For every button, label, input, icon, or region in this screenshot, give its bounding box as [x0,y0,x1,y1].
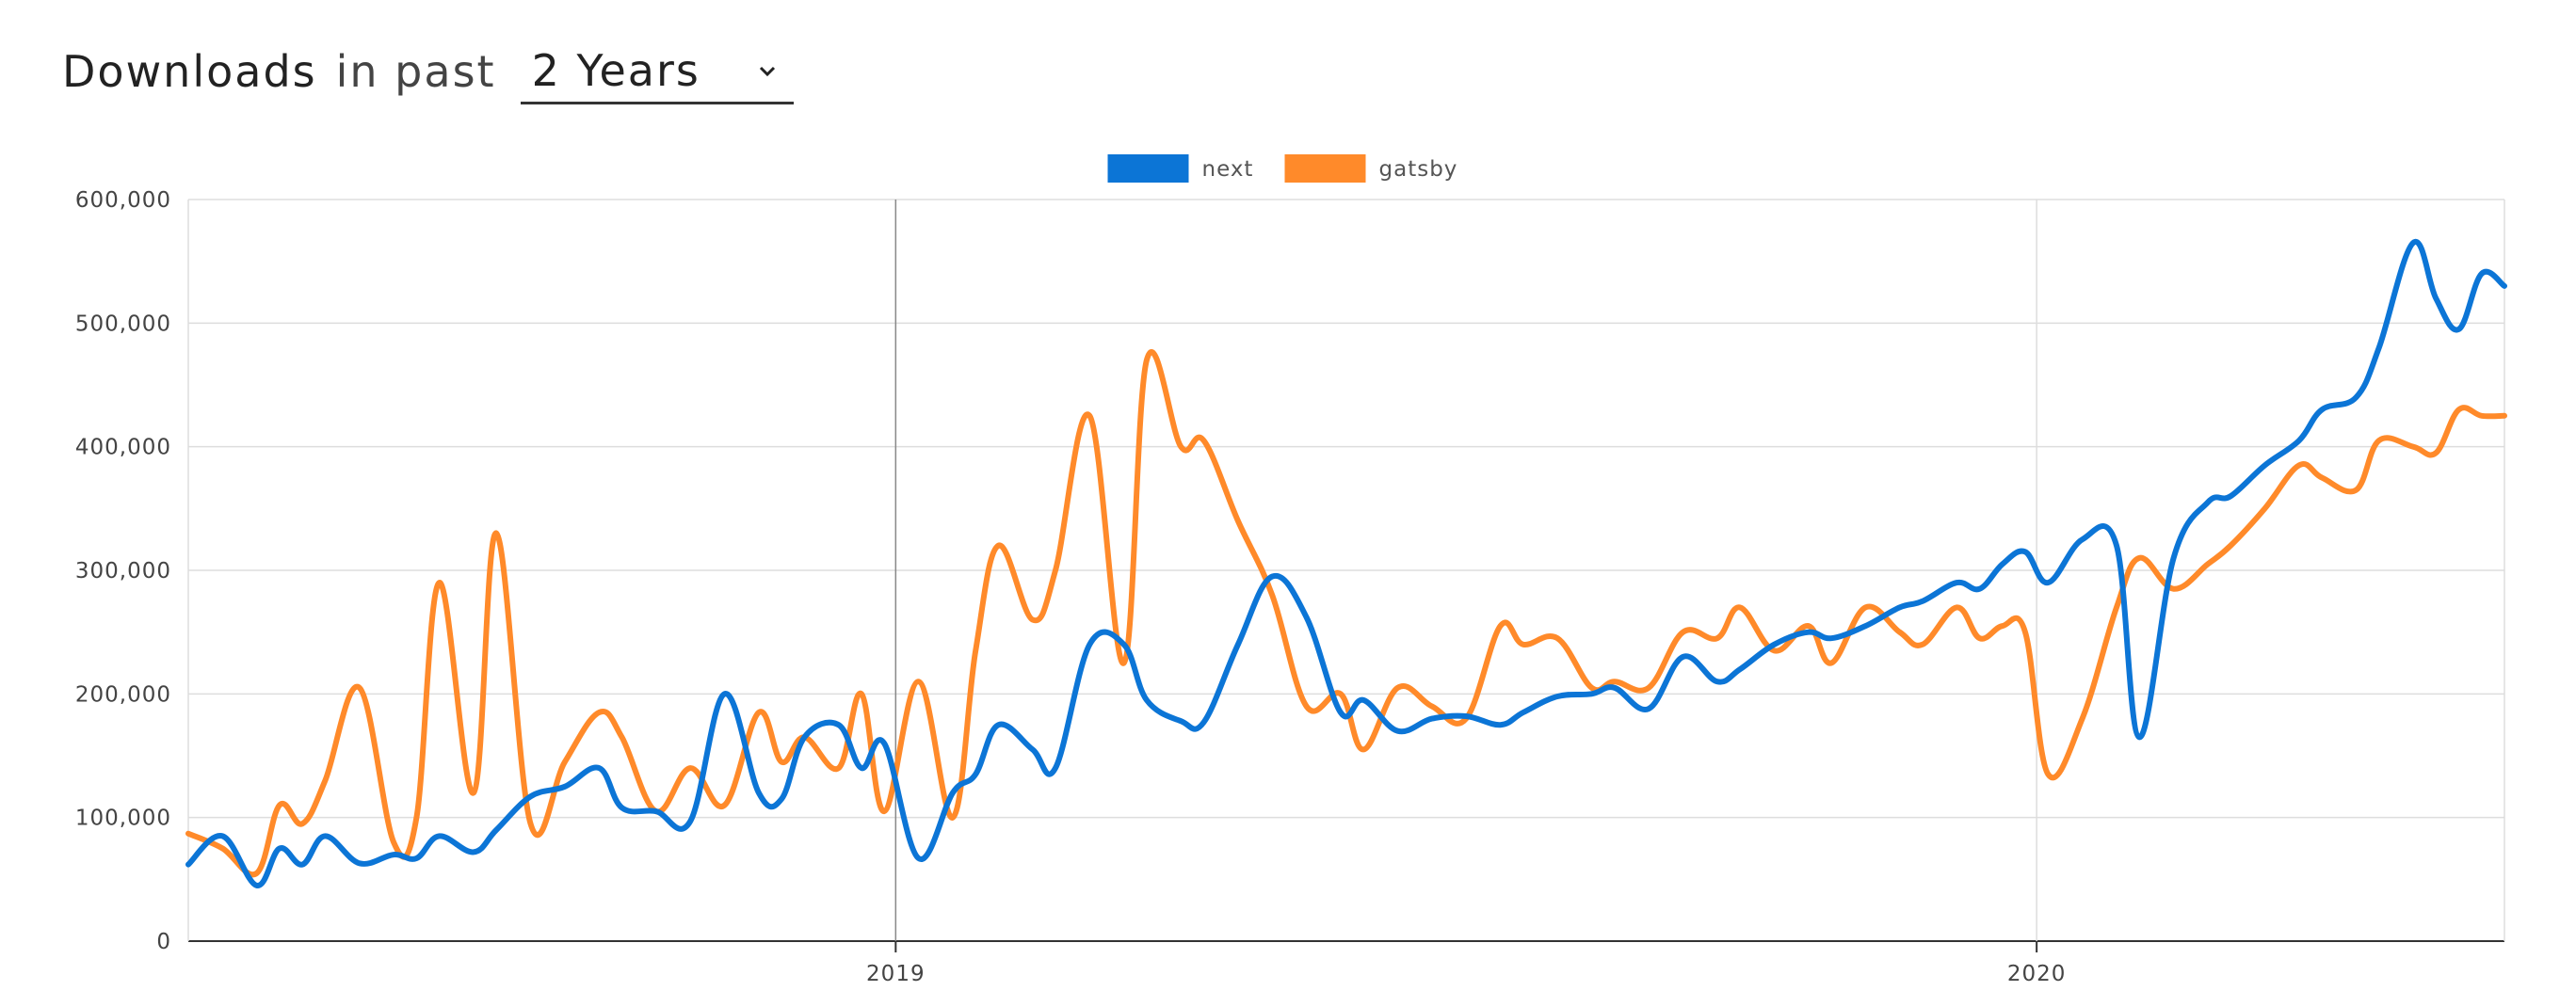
legend-swatch-gatsby [1284,154,1366,183]
series-line-gatsby [185,348,2507,878]
y-tick-label: 300,000 [75,559,171,583]
y-tick-label: 200,000 [75,682,171,707]
y-tick-label: 600,000 [75,188,171,213]
legend-swatch-next [1107,154,1189,183]
y-tick-label: 400,000 [75,436,171,460]
legend-label-next: next [1202,157,1254,182]
series-line-next [185,238,2507,888]
legend-label-gatsby: gatsby [1379,157,1458,182]
y-tick-label: 100,000 [75,807,171,831]
x-tick-label: 2019 [866,962,926,986]
x-tick-label: 2020 [2007,962,2067,986]
downloads-header: Downloads in past 2 Years [62,34,794,109]
y-tick-label: 500,000 [75,312,171,336]
period-select[interactable]: 2 Years [520,39,794,104]
page-title: Downloads [62,46,317,97]
y-tick-label: 0 [156,930,171,954]
period-select-value: 2 Years [531,44,700,96]
chevron-down-icon [759,66,775,77]
title-subtext: in past [335,46,496,97]
